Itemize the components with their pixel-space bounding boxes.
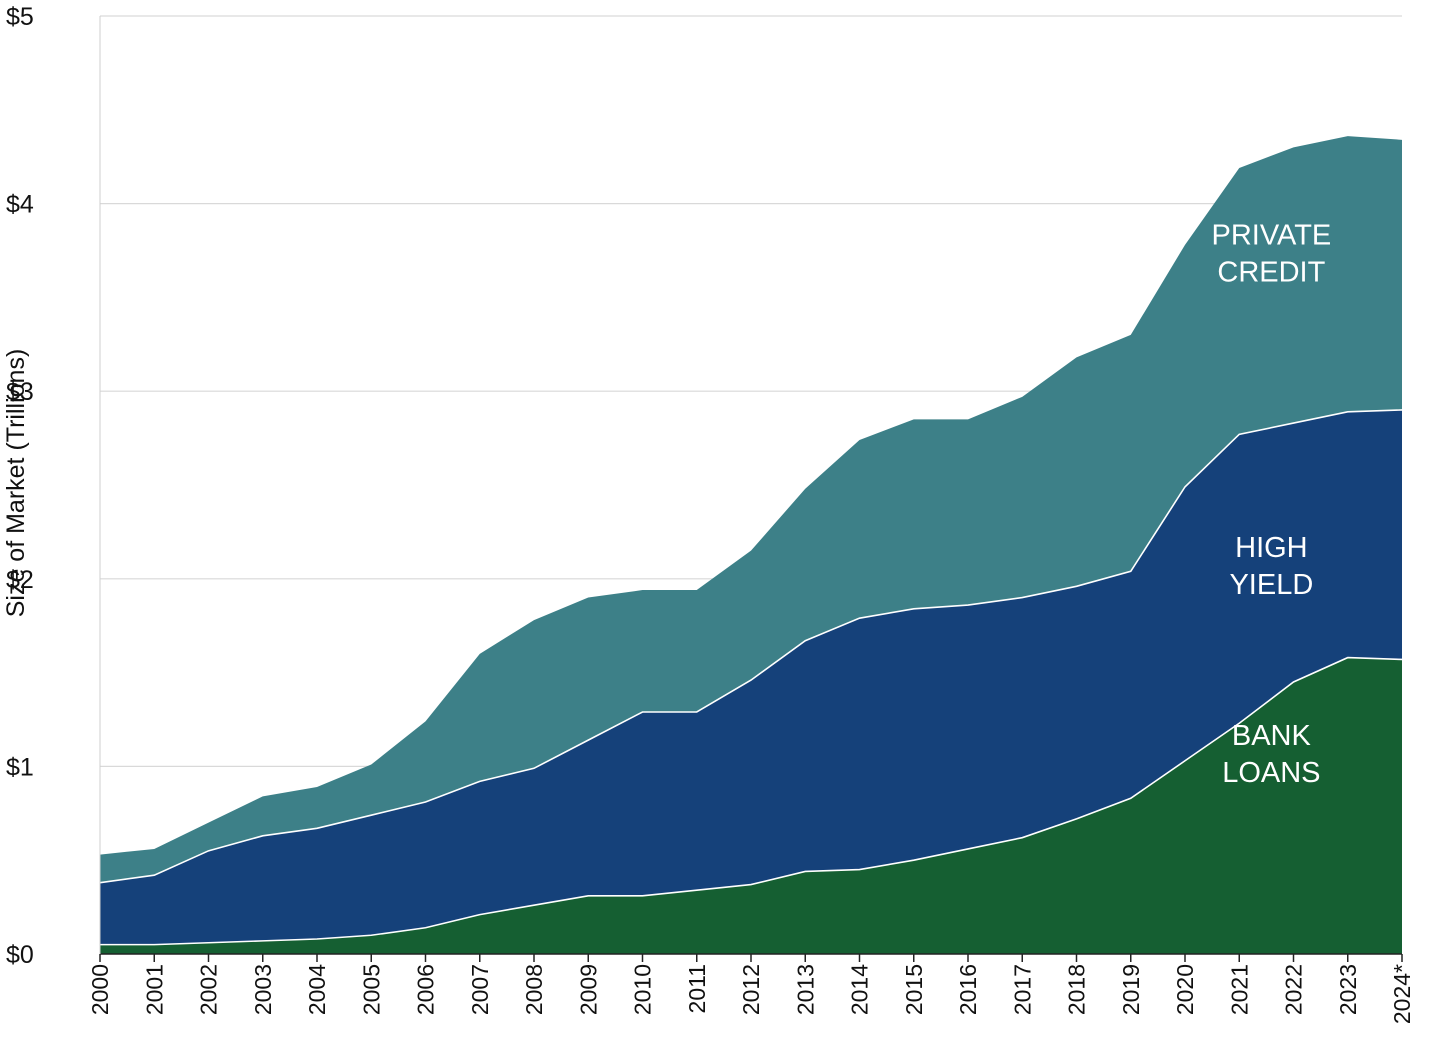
axes: $0 $1 $2 $3 $4 $5 2000 2001 2002 2003 2004 2005 2006… — [2, 3, 1415, 1024]
x-tick-label: 2014 — [847, 964, 873, 1015]
x-tick-label: 2007 — [467, 964, 493, 1015]
y-tick-label: $3 — [6, 378, 34, 406]
x-tick-label: 2006 — [413, 964, 439, 1015]
x-tick-label: 2009 — [575, 964, 601, 1015]
y-tick-label: $4 — [6, 191, 34, 219]
x-tick-label: 2013 — [792, 964, 818, 1015]
x-tick-label: 2002 — [196, 964, 222, 1015]
area-layer — [100, 136, 1402, 954]
series-label-private-credit: CREDIT — [1217, 257, 1325, 289]
x-tick-label: 2021 — [1226, 964, 1252, 1015]
x-tick-label: 2003 — [250, 964, 276, 1015]
x-tick-label: 2023 — [1335, 964, 1361, 1015]
y-axis-title: Size of Market (Trillions) — [2, 349, 30, 618]
x-tick-label: 2008 — [521, 964, 547, 1015]
area-high-yield — [100, 409, 1402, 945]
x-tick-label: 2004 — [304, 964, 330, 1015]
x-tick-label: 2016 — [955, 964, 981, 1015]
x-tick-label: 2019 — [1118, 964, 1144, 1015]
x-tick-label: 2024* — [1389, 964, 1415, 1024]
boundary-high-yield — [99, 409, 1403, 884]
x-tick-label: 2010 — [630, 964, 656, 1015]
x-tick-label: 2018 — [1064, 964, 1090, 1015]
x-tick-label: 2017 — [1009, 964, 1035, 1015]
series-label-bank-loans: LOANS — [1222, 757, 1320, 789]
x-tick-label: 2001 — [141, 964, 167, 1015]
x-tick-label: 2012 — [738, 964, 764, 1015]
series-outlines — [99, 409, 1403, 946]
area-bank-loans — [100, 657, 1402, 954]
x-tick-label: 2015 — [901, 964, 927, 1015]
series-label-bank-loans: BANK — [1232, 720, 1312, 752]
series-label-private-credit: PRIVATE — [1211, 220, 1331, 252]
x-tick-label: 2022 — [1281, 964, 1307, 1015]
x-tick-label: 2011 — [684, 964, 710, 1013]
x-tick-label: 2005 — [358, 964, 384, 1015]
y-tick-label: $0 — [6, 941, 34, 969]
series-label-high-yield: HIGH — [1235, 532, 1308, 564]
series-labels: BANK LOANS HIGH YIELD PRIVATE CREDIT — [1211, 220, 1331, 789]
x-tick-label: 2020 — [1172, 964, 1198, 1015]
boundary-bank-loans — [100, 656, 1403, 946]
series-label-high-yield: YIELD — [1229, 569, 1313, 601]
x-tick-label: 2000 — [87, 964, 113, 1015]
y-tick-label: $2 — [6, 566, 34, 594]
y-tick-label: $1 — [6, 753, 34, 781]
y-tick-label: $5 — [6, 3, 34, 31]
area-private-credit — [100, 136, 1402, 883]
